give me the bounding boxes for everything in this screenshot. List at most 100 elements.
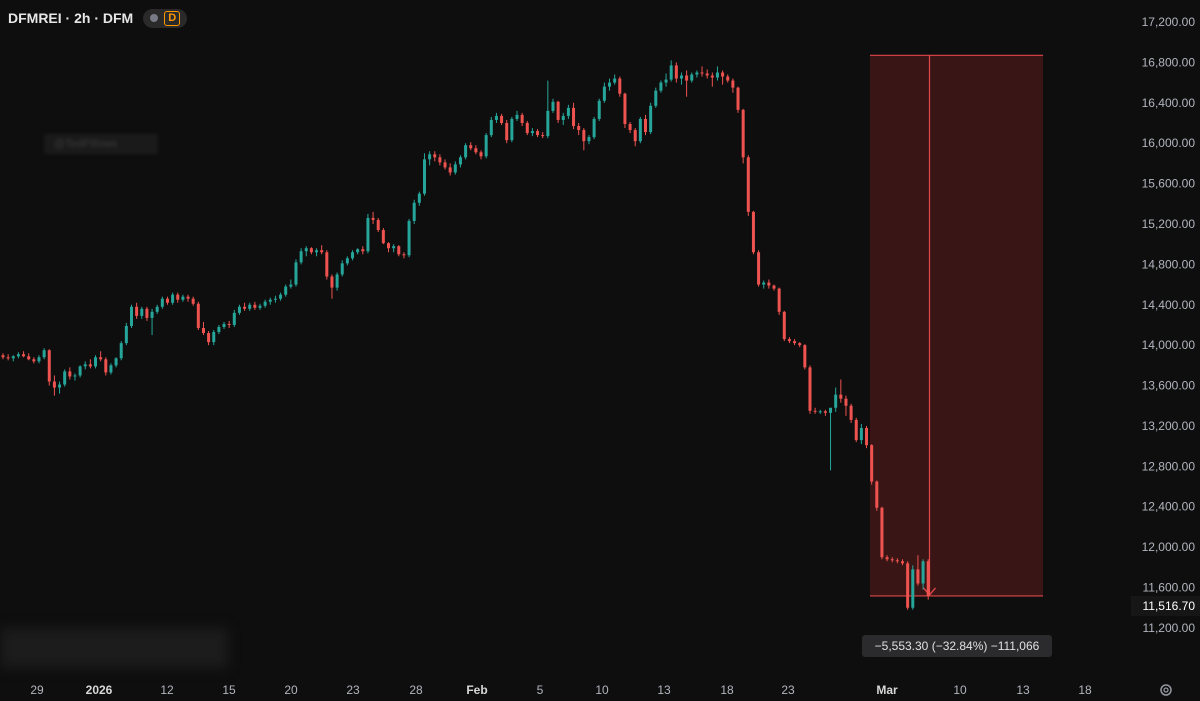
candle xyxy=(613,74,617,85)
candle xyxy=(304,246,308,257)
candle xyxy=(443,159,447,170)
x-tick-label: 13 xyxy=(1016,683,1030,697)
candle xyxy=(916,555,920,586)
candle xyxy=(356,248,360,255)
candle xyxy=(315,248,319,257)
candle xyxy=(237,304,241,315)
candle xyxy=(551,98,555,113)
candle xyxy=(566,104,570,119)
y-tick-label: 12,000.00 xyxy=(1142,540,1196,554)
candle xyxy=(597,98,601,121)
candle xyxy=(669,60,673,82)
candle xyxy=(11,355,15,362)
candle xyxy=(83,361,87,370)
candle xyxy=(397,245,401,257)
x-tick-label: 10 xyxy=(953,683,967,697)
candle xyxy=(731,78,735,93)
candle xyxy=(155,304,159,314)
candle xyxy=(392,244,396,253)
candle xyxy=(726,74,730,83)
candle xyxy=(160,296,164,309)
x-tick-label: 10 xyxy=(595,683,609,697)
x-tick-label: 28 xyxy=(409,683,423,697)
candle xyxy=(299,248,303,265)
candle xyxy=(294,259,298,287)
time-axis[interactable]: 29 2026 12 15 20 23 28 Feb 5 10 13 18 23 Mar 10 13 18 xyxy=(30,683,1092,697)
candle xyxy=(402,252,406,259)
candle xyxy=(829,407,833,471)
candle xyxy=(721,70,725,85)
measure-range-box xyxy=(870,55,1043,596)
candle xyxy=(58,381,62,394)
candle xyxy=(746,155,750,216)
candle xyxy=(690,72,694,83)
candle xyxy=(772,284,776,291)
candle xyxy=(320,245,324,255)
candle xyxy=(767,279,771,289)
candle xyxy=(145,306,149,321)
price-axis[interactable]: 17,200.00 16,800.00 16,400.00 16,000.00 15,6… xyxy=(1142,15,1196,635)
y-tick-label: 12,400.00 xyxy=(1142,500,1196,514)
candles xyxy=(1,60,930,610)
candle xyxy=(787,337,791,344)
candle xyxy=(232,309,236,327)
candle xyxy=(500,113,504,126)
candle xyxy=(68,367,72,380)
candle xyxy=(27,353,31,361)
candle xyxy=(823,409,827,416)
candle xyxy=(181,294,185,302)
candle xyxy=(793,339,797,346)
x-tick-label: 18 xyxy=(720,683,734,697)
x-tick-label: Feb xyxy=(466,683,487,697)
candle xyxy=(130,304,133,328)
candle xyxy=(685,70,689,97)
candle xyxy=(335,272,339,291)
y-tick-label: 17,200.00 xyxy=(1142,15,1196,29)
candle xyxy=(582,128,586,151)
candle xyxy=(623,92,627,129)
market-status[interactable]: D xyxy=(143,8,188,28)
gear-icon[interactable] xyxy=(1159,683,1173,697)
candle xyxy=(751,210,755,255)
candle xyxy=(762,280,766,289)
candle xyxy=(63,369,67,387)
candle xyxy=(171,292,175,305)
candle xyxy=(865,425,869,449)
watermark: @TedPillows xyxy=(44,134,158,154)
candle xyxy=(608,78,612,91)
x-tick-label: 23 xyxy=(346,683,360,697)
symbol-title[interactable]: DFMREI · 2h · DFM xyxy=(8,10,134,26)
candle xyxy=(99,351,103,362)
candle xyxy=(494,112,498,123)
candle xyxy=(381,228,385,245)
candle xyxy=(541,132,545,139)
candle xyxy=(859,423,863,445)
candle xyxy=(515,110,519,121)
candle xyxy=(818,409,822,414)
y-tick-label: 13,600.00 xyxy=(1142,379,1196,393)
candle xyxy=(679,72,683,85)
candle xyxy=(387,242,390,253)
candle xyxy=(705,69,709,79)
candle xyxy=(649,102,653,135)
candle xyxy=(469,142,473,151)
candle xyxy=(428,151,432,166)
candle xyxy=(407,218,411,258)
candle xyxy=(644,114,647,136)
candle xyxy=(268,297,272,305)
candle xyxy=(628,121,632,134)
candle xyxy=(695,70,699,78)
candle xyxy=(366,213,370,254)
candle xyxy=(6,354,10,361)
candle xyxy=(191,296,195,306)
y-tick-label: 13,200.00 xyxy=(1142,419,1196,433)
candle xyxy=(330,274,334,299)
symbol-header[interactable]: DFMREI · 2h · DFM D xyxy=(8,8,188,28)
candle xyxy=(654,87,658,108)
candle xyxy=(741,108,745,164)
candle xyxy=(674,62,678,83)
candle xyxy=(340,260,344,277)
candle xyxy=(22,351,26,358)
x-tick-label: 13 xyxy=(657,683,671,697)
